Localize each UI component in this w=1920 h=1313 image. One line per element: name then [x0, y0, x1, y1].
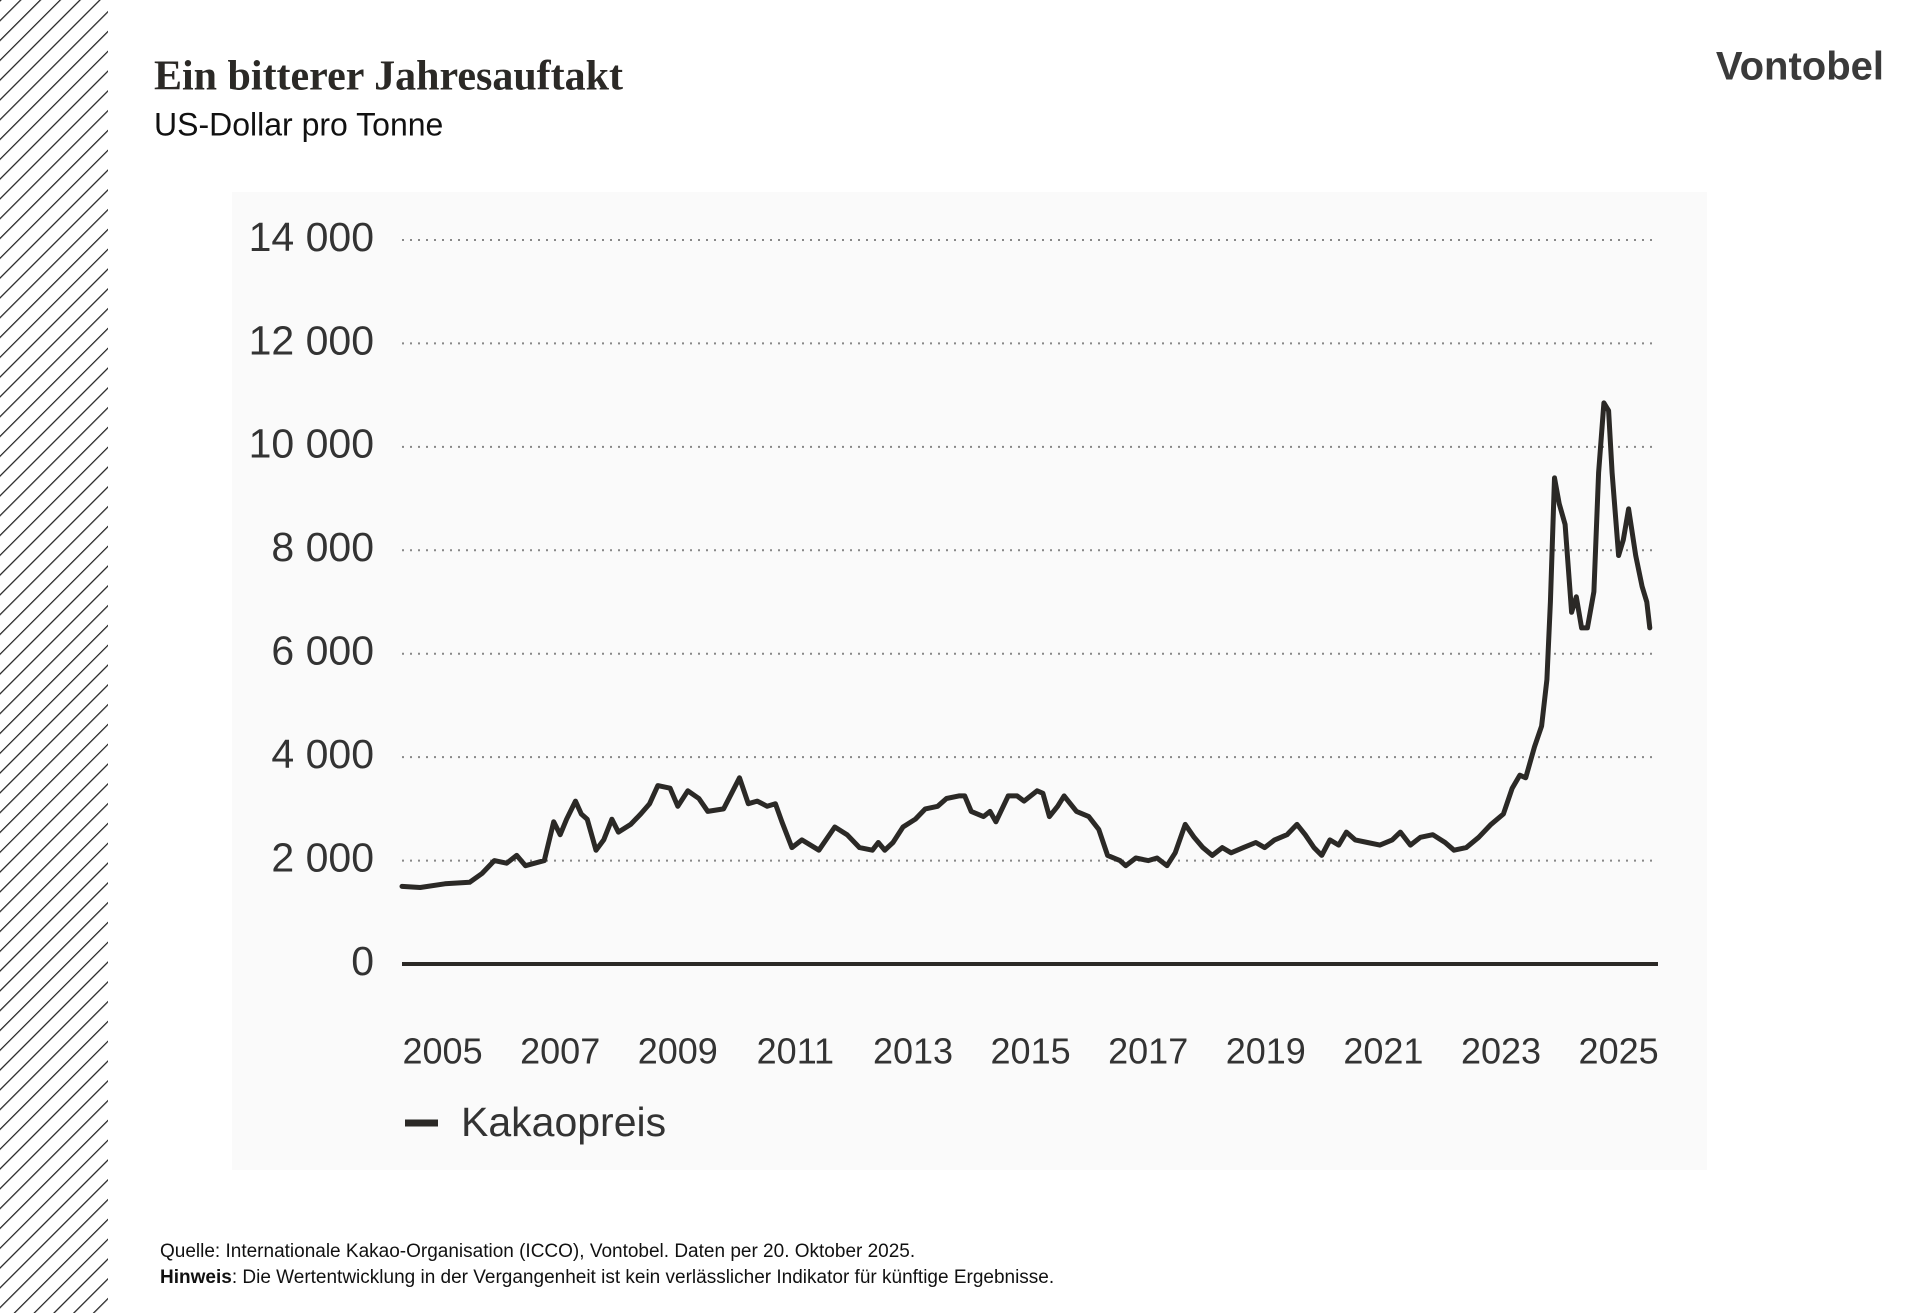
- x-tick-label: 2013: [873, 1031, 953, 1072]
- x-tick-label: 2019: [1226, 1031, 1306, 1072]
- x-tick-label: 2015: [991, 1031, 1071, 1072]
- y-tick-label: 8 000: [271, 524, 374, 570]
- y-tick-label: 2 000: [271, 834, 374, 880]
- x-tick-label: 2021: [1343, 1031, 1423, 1072]
- x-tick-label: 2007: [520, 1031, 600, 1072]
- note-label: Hinweis: [160, 1267, 232, 1288]
- x-tick-label: 2017: [1108, 1031, 1188, 1072]
- x-tick-label: 2023: [1461, 1031, 1541, 1072]
- y-tick-label: 10 000: [249, 421, 374, 467]
- chart-background: [232, 192, 1707, 1170]
- y-tick-label: 12 000: [249, 317, 374, 363]
- logo: Vontobel: [1716, 45, 1884, 89]
- note-text: : Die Wertentwicklung in der Vergangenhe…: [232, 1267, 1054, 1288]
- chart-title: Ein bitterer Jahresauftakt: [154, 54, 623, 100]
- x-tick-label: 2025: [1579, 1031, 1659, 1072]
- x-tick-label: 2011: [757, 1031, 834, 1072]
- chart-subtitle: US-Dollar pro Tonne: [154, 106, 443, 142]
- hatch-stripe: [0, 0, 108, 1313]
- legend-label: Kakaopreis: [461, 1099, 666, 1145]
- y-tick-label: 0: [351, 938, 374, 984]
- y-tick-label: 14 000: [249, 214, 374, 260]
- x-tick-label: 2005: [403, 1031, 483, 1072]
- y-tick-label: 6 000: [271, 628, 374, 674]
- footer-source: Quelle: Internationale Kakao-Organisatio…: [160, 1241, 915, 1262]
- plot: 0 2 000 4 000 6 000 8 000 10 000 12 000 14 000 2…: [249, 214, 1659, 1145]
- y-tick-label: 4 000: [271, 731, 374, 777]
- price-line: [399, 400, 1653, 890]
- footer-note: Hinweis: Die Wertentwicklung in der Verg…: [160, 1267, 1054, 1288]
- x-tick-label: 2009: [638, 1031, 718, 1072]
